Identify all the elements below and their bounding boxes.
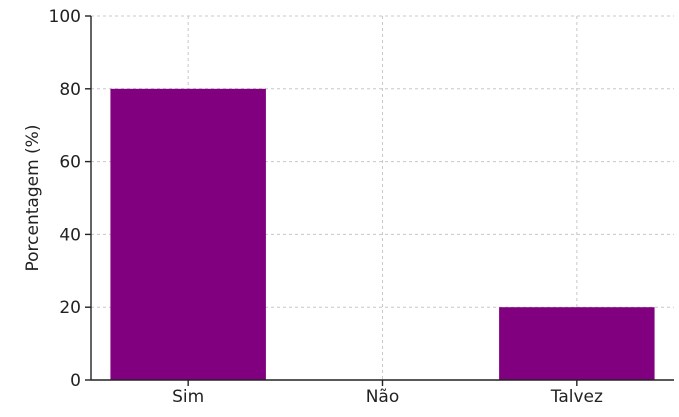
y-axis-title: Porcentagem (%) bbox=[23, 125, 43, 272]
y-tick-label: 40 bbox=[59, 225, 81, 245]
x-tick-label: Não bbox=[366, 387, 400, 407]
y-tick-label: 0 bbox=[70, 371, 81, 391]
y-tick-label: 100 bbox=[49, 7, 81, 27]
x-ticks: Sim Não Talvez bbox=[172, 380, 603, 407]
bar bbox=[499, 307, 655, 380]
bars bbox=[110, 88, 655, 381]
x-tick-label: Talvez bbox=[550, 387, 603, 407]
y-tick-label: 80 bbox=[59, 80, 81, 100]
x-tick-label: Sim bbox=[172, 387, 204, 407]
bar bbox=[110, 88, 266, 381]
y-tick-label: 20 bbox=[59, 298, 81, 318]
y-tick-label: 60 bbox=[59, 153, 81, 173]
y-ticks: 0 20 40 60 80 100 bbox=[49, 7, 91, 391]
